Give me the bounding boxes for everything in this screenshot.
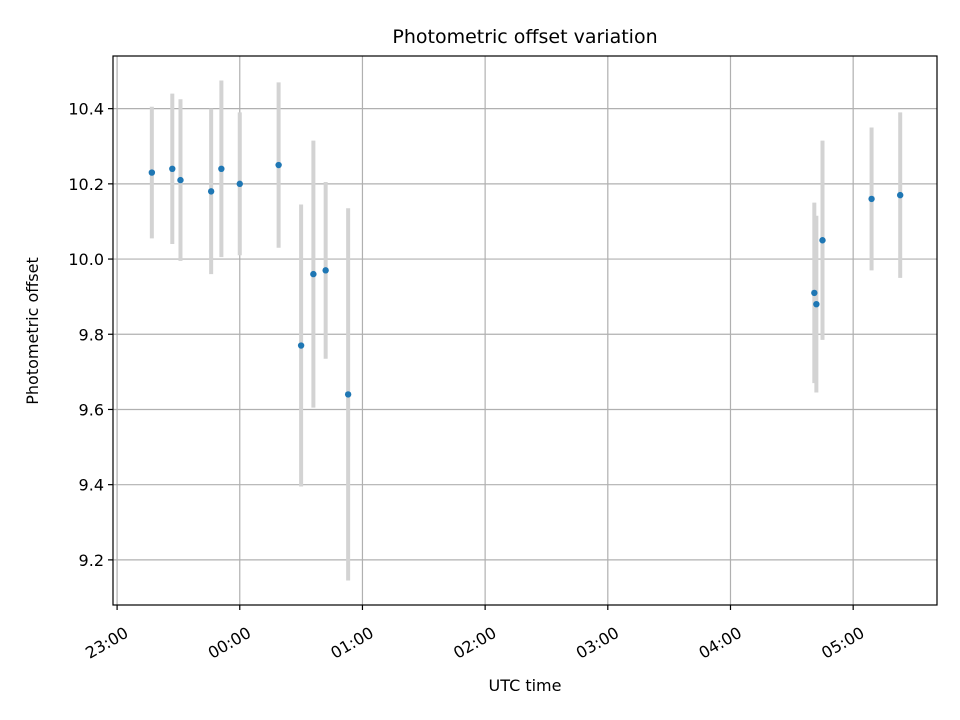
y-tick-label: 9.6	[79, 400, 104, 419]
data-point	[322, 267, 329, 274]
y-tick-label: 10.2	[68, 175, 104, 194]
plot-frame	[112, 55, 938, 606]
data-point	[819, 237, 826, 244]
y-tick-label: 9.8	[79, 325, 104, 344]
x-axis-label: UTC time	[489, 676, 562, 695]
data-point	[207, 188, 215, 195]
data-point	[310, 270, 317, 278]
data-point	[868, 195, 875, 203]
y-axis-label: Photometric offset	[23, 257, 42, 405]
data-point	[811, 289, 818, 297]
data-point	[236, 180, 243, 188]
grid-layer	[113, 56, 937, 605]
data-point	[169, 165, 176, 173]
y-tick-label: 9.2	[79, 551, 104, 570]
marker-layer	[148, 161, 904, 398]
data-point	[218, 165, 225, 173]
data-point	[297, 342, 305, 349]
data-point	[275, 161, 282, 169]
data-point	[177, 176, 184, 184]
data-point	[813, 300, 820, 308]
chart-title: Photometric offset variation	[392, 26, 657, 48]
data-point	[148, 169, 156, 176]
y-tick-label: 9.4	[79, 476, 104, 495]
data-point	[896, 191, 904, 199]
data-point	[344, 391, 352, 398]
y-tick-label: 10.4	[68, 100, 104, 119]
y-tick-label: 10.0	[68, 250, 104, 269]
